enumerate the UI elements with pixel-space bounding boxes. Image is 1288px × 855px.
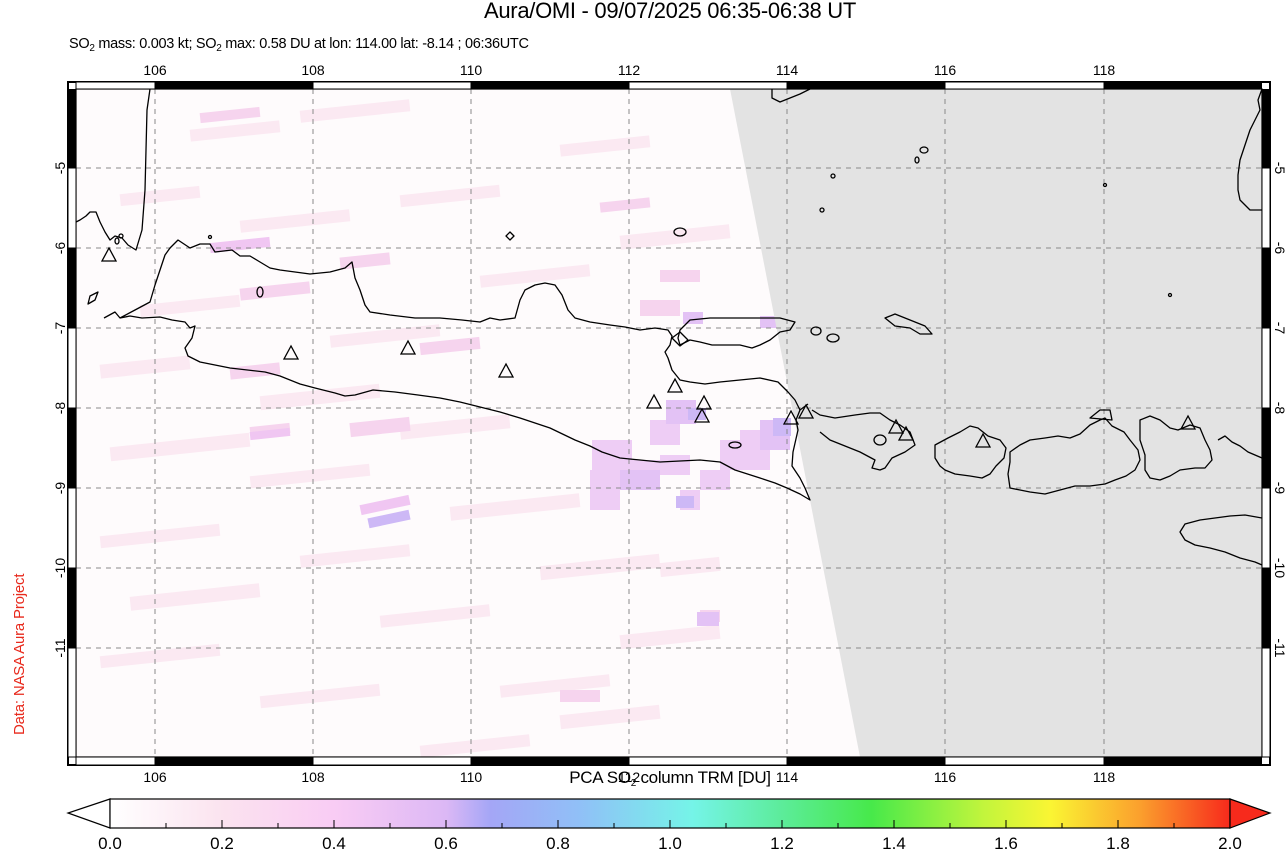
lon-label-top: 116 (933, 62, 957, 78)
colorbar-label: 1.8 (1106, 834, 1130, 853)
lon-label-bottom: 108 (301, 769, 325, 785)
lat-label-left: -8 (52, 401, 68, 415)
colorbar-title: PCA SO2 column TRM [DU] (569, 768, 771, 789)
colorbar-label: 1.4 (882, 834, 906, 853)
volcano-icon (693, 407, 711, 423)
top-axis-bar (75, 81, 1262, 90)
colorbar-min-arrow (66, 798, 111, 829)
volcano-icon (399, 339, 417, 355)
lat-label-left: -5 (52, 161, 68, 175)
bottom-axis-bar (75, 756, 1262, 766)
no-data-region (730, 89, 1262, 757)
lon-label-top: 118 (1092, 62, 1116, 78)
volcano-icon (1179, 414, 1197, 430)
volcano-icon (645, 393, 663, 409)
so2-pixels (99, 99, 791, 757)
lat-label-right: -5 (1272, 161, 1288, 175)
lat-label-right: -6 (1272, 241, 1288, 255)
lat-label-right: -10 (1272, 557, 1288, 579)
left-axis-bar (67, 89, 77, 758)
colorbar-label: 0.8 (546, 834, 570, 853)
map-title: Aura/OMI - 09/07/2025 06:35-06:38 UT (484, 0, 856, 23)
lon-label-bottom: 112 (617, 769, 641, 785)
graticule (76, 89, 1262, 757)
colorbar-label: 0.6 (434, 834, 458, 853)
lon-label-bottom: 118 (1092, 769, 1116, 785)
volcano-icon (797, 403, 815, 419)
volcano-icon (897, 425, 915, 441)
lon-label-bottom: 116 (933, 769, 957, 785)
colorbar-max-arrow (1229, 798, 1272, 829)
volcano-markers (100, 246, 1197, 448)
lon-label-top: 112 (617, 62, 641, 78)
colorbar-label: 1.2 (770, 834, 794, 853)
so2-map (67, 81, 1271, 766)
lon-label-bottom: 106 (143, 769, 167, 785)
lat-label-left: -10 (52, 557, 68, 579)
volcano-icon (497, 362, 515, 378)
lat-label-right: -9 (1272, 481, 1288, 495)
lon-label-bottom: 114 (775, 769, 799, 785)
colorbar-label: 0.4 (322, 834, 346, 853)
map-subtitle: SO2 mass: 0.003 kt; SO2 max: 0.58 DU at … (69, 36, 529, 54)
volcano-icon (974, 432, 992, 448)
lon-label-bottom: 110 (459, 769, 483, 785)
lon-label-top: 110 (459, 62, 483, 78)
volcano-icon (282, 344, 300, 360)
colorbar-label: 0.0 (98, 834, 122, 853)
lat-label-right: -8 (1272, 401, 1288, 415)
colorbar-label: 2.0 (1218, 834, 1242, 853)
coastlines (76, 89, 1262, 566)
volcano-icon (666, 377, 684, 393)
colorbar-label: 1.6 (994, 834, 1018, 853)
lon-label-top: 114 (775, 62, 799, 78)
volcano-icon (887, 418, 905, 434)
volcano-icon (695, 394, 713, 410)
lat-label-left: -11 (52, 638, 68, 658)
right-axis-bar (1261, 89, 1271, 758)
volcano-icon (782, 409, 800, 425)
volcano-icon (100, 246, 118, 262)
lat-label-left: -9 (52, 481, 68, 495)
colorbar-label: 1.0 (658, 834, 682, 853)
lat-label-right: -11 (1272, 638, 1288, 658)
lat-label-left: -6 (52, 241, 68, 255)
lon-label-top: 108 (301, 62, 325, 78)
lon-label-top: 106 (143, 62, 167, 78)
lat-label-right: -7 (1272, 321, 1288, 335)
lat-label-left: -7 (52, 321, 68, 335)
colorbar-label: 0.2 (210, 834, 234, 853)
